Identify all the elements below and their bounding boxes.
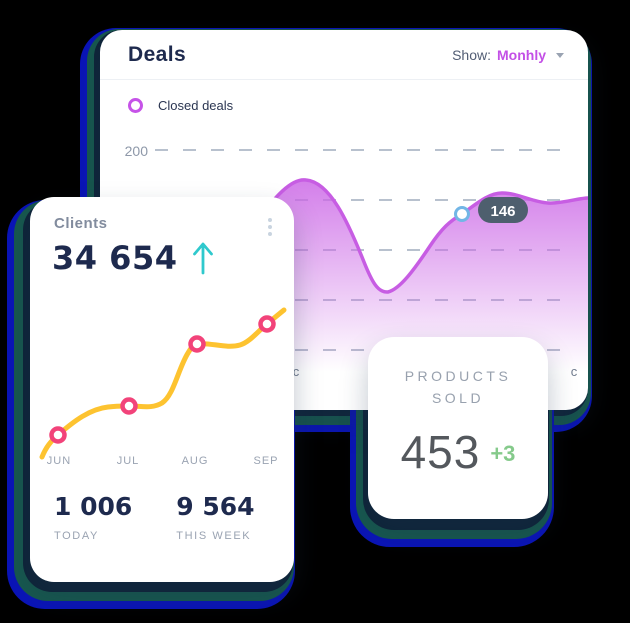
month-axis-labels: JUN JUL AUG SEP xyxy=(30,455,294,471)
value-tooltip-badge: 146 xyxy=(478,197,528,223)
month-label-jul: JUL xyxy=(116,455,140,467)
marker-aug[interactable] xyxy=(188,335,206,353)
marker-jul[interactable] xyxy=(120,397,138,415)
month-label-sep: SEP xyxy=(253,455,279,467)
products-sold-title-line1: PRODUCTS xyxy=(404,368,512,384)
x-axis-tick-right: c xyxy=(571,364,578,379)
tooltip-value: 146 xyxy=(490,203,515,220)
month-label-aug: AUG xyxy=(181,455,209,467)
stat-week-label: THIS WEEK xyxy=(176,530,252,542)
products-sold-card: PRODUCTS SOLD 453 +3 xyxy=(368,337,548,519)
legend-label: Closed deals xyxy=(158,98,234,113)
stat-today: 1 006 TODAY xyxy=(54,492,132,542)
month-label-jun: JUN xyxy=(46,455,72,467)
clients-card: Clients 34 654 JUN JUL AUG SEP xyxy=(30,197,294,582)
chevron-down-icon xyxy=(556,53,564,58)
clients-trend-line xyxy=(39,307,287,460)
stat-this-week: 9 564 THIS WEEK xyxy=(176,492,254,542)
clients-title: Clients xyxy=(54,215,108,232)
clients-total-value: 34 654 xyxy=(52,239,178,277)
stat-today-value: 1 006 xyxy=(54,492,133,521)
deals-title: Deals xyxy=(128,42,187,66)
stat-today-label: TODAY xyxy=(54,530,99,542)
period-dropdown-label: Show: xyxy=(452,46,491,63)
legend-closed-deals: Closed deals xyxy=(128,98,233,113)
clients-point-markers xyxy=(49,315,276,444)
period-dropdown[interactable]: Show: Monhly xyxy=(452,47,564,63)
deals-card-header: Deals Show: Monhly xyxy=(100,30,588,80)
marker-jun[interactable] xyxy=(49,426,67,444)
products-sold-delta: +3 xyxy=(490,441,516,466)
products-sold-title: PRODUCTS SOLD xyxy=(368,365,548,409)
y-axis-tick-200: 200 xyxy=(125,143,149,159)
kebab-menu-icon[interactable] xyxy=(262,215,278,239)
products-sold-value: 453 xyxy=(400,426,481,478)
period-dropdown-value: Monhly xyxy=(497,46,546,63)
trend-up-arrow-icon xyxy=(193,242,214,275)
products-sold-title-line2: SOLD xyxy=(431,390,485,406)
clients-stats: 1 006 TODAY 9 564 THIS WEEK xyxy=(54,492,255,542)
stat-week-value: 9 564 xyxy=(176,492,255,521)
marker-sep[interactable] xyxy=(258,315,276,333)
chart-point-marker[interactable] xyxy=(454,206,470,222)
legend-ring-icon xyxy=(128,98,143,113)
